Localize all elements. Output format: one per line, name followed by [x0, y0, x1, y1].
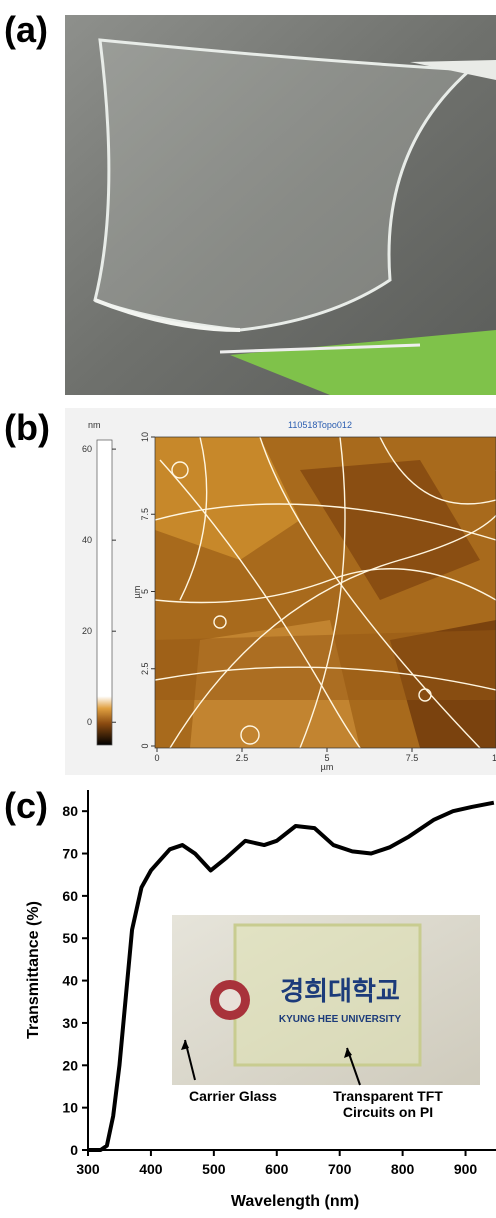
figure-svg: (a) (b) nm 110518Topo012 µm µm (c) — [0, 0, 496, 1218]
afm-y-tick-label: 10 — [140, 432, 150, 442]
x-tick-label: 700 — [328, 1161, 352, 1177]
colorbar-tick-label: 60 — [82, 444, 92, 454]
colorbar-tick-label: 20 — [82, 626, 92, 636]
image-title: 110518Topo012 — [288, 420, 352, 430]
afm-x-tick-label: 0 — [154, 753, 159, 763]
colorbar — [97, 440, 112, 745]
y-tick-label: 10 — [62, 1100, 78, 1116]
figure: (a) (b) nm 110518Topo012 µm µm (c) — [0, 0, 496, 1218]
panel-label: (c) — [4, 785, 48, 826]
y-tick-label: 60 — [62, 888, 78, 904]
x-tick-label: 500 — [202, 1161, 226, 1177]
afm-x-label: µm — [321, 762, 334, 772]
afm-x-tick-label: 7.5 — [406, 753, 419, 763]
photo-a — [65, 15, 496, 395]
inset-logo-english: KYUNG HEE UNIVERSITY — [279, 1014, 402, 1025]
colorbar-tick-label: 40 — [82, 535, 92, 545]
colorbar-tick-label: 0 — [87, 717, 92, 727]
afm-x-tick-label: 2.5 — [236, 753, 249, 763]
x-tick-label: 800 — [391, 1161, 415, 1177]
annotation: Carrier Glass — [168, 1088, 298, 1104]
y-tick-label: 30 — [62, 1015, 78, 1031]
y-tick-label: 40 — [62, 973, 78, 989]
y-axis-label: Transmittance (%) — [25, 901, 42, 1039]
afm-y-tick-label: 7.5 — [140, 508, 150, 521]
colorbar-unit: nm — [88, 420, 101, 430]
afm-y-tick-label: 5 — [140, 589, 150, 594]
x-tick-label: 300 — [76, 1161, 100, 1177]
y-tick-label: 20 — [62, 1057, 78, 1073]
annotation: Transparent TFT Circuits on PI — [318, 1088, 458, 1120]
y-tick-label: 0 — [70, 1142, 78, 1158]
afm-x-tick-label: 5 — [324, 753, 329, 763]
x-axis-label: Wavelength (nm) — [231, 1193, 359, 1210]
panel-label: (b) — [4, 407, 50, 448]
afm-y-tick-label: 0 — [140, 743, 150, 748]
y-tick-label: 50 — [62, 930, 78, 946]
x-tick-label: 400 — [139, 1161, 163, 1177]
afm-y-tick-label: 2.5 — [140, 662, 150, 675]
inset-logo-korean: 경희대학교 — [280, 976, 400, 1006]
y-tick-label: 80 — [62, 803, 78, 819]
y-tick-label: 70 — [62, 846, 78, 862]
afm-image — [155, 437, 496, 784]
x-tick-label: 900 — [454, 1161, 478, 1177]
afm-x-tick-label: 10 — [492, 753, 496, 763]
panel-label: (a) — [4, 9, 48, 50]
x-tick-label: 600 — [265, 1161, 289, 1177]
